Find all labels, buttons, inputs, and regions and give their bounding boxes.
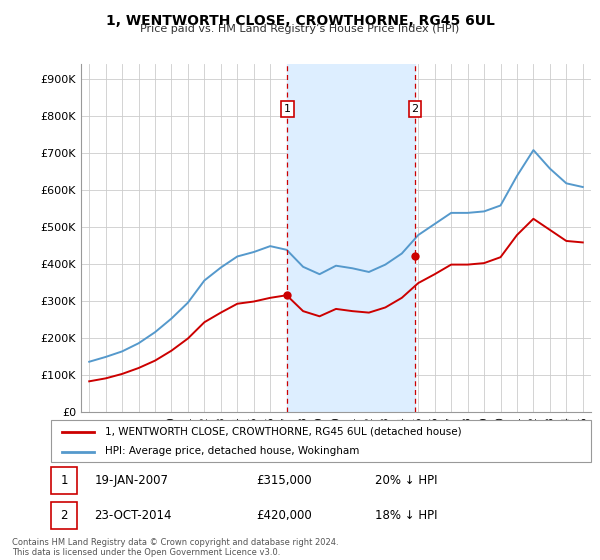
Text: £420,000: £420,000 xyxy=(256,508,312,521)
Bar xyxy=(51,502,77,529)
Bar xyxy=(51,468,77,494)
Text: 23-OCT-2014: 23-OCT-2014 xyxy=(94,508,172,521)
Text: 1: 1 xyxy=(60,474,68,487)
Text: 1, WENTWORTH CLOSE, CROWTHORNE, RG45 6UL: 1, WENTWORTH CLOSE, CROWTHORNE, RG45 6UL xyxy=(106,14,494,28)
Text: 2: 2 xyxy=(60,508,68,521)
Text: 2: 2 xyxy=(412,104,419,114)
Text: 1: 1 xyxy=(284,104,291,114)
Text: £315,000: £315,000 xyxy=(256,474,312,487)
Text: 18% ↓ HPI: 18% ↓ HPI xyxy=(375,508,437,521)
Bar xyxy=(287,64,415,412)
Text: Contains HM Land Registry data © Crown copyright and database right 2024.
This d: Contains HM Land Registry data © Crown c… xyxy=(12,538,338,557)
Text: 20% ↓ HPI: 20% ↓ HPI xyxy=(375,474,437,487)
Text: HPI: Average price, detached house, Wokingham: HPI: Average price, detached house, Woki… xyxy=(105,446,359,456)
Text: 19-JAN-2007: 19-JAN-2007 xyxy=(94,474,168,487)
Text: Price paid vs. HM Land Registry’s House Price Index (HPI): Price paid vs. HM Land Registry’s House … xyxy=(140,24,460,34)
Text: 1, WENTWORTH CLOSE, CROWTHORNE, RG45 6UL (detached house): 1, WENTWORTH CLOSE, CROWTHORNE, RG45 6UL… xyxy=(105,427,461,437)
